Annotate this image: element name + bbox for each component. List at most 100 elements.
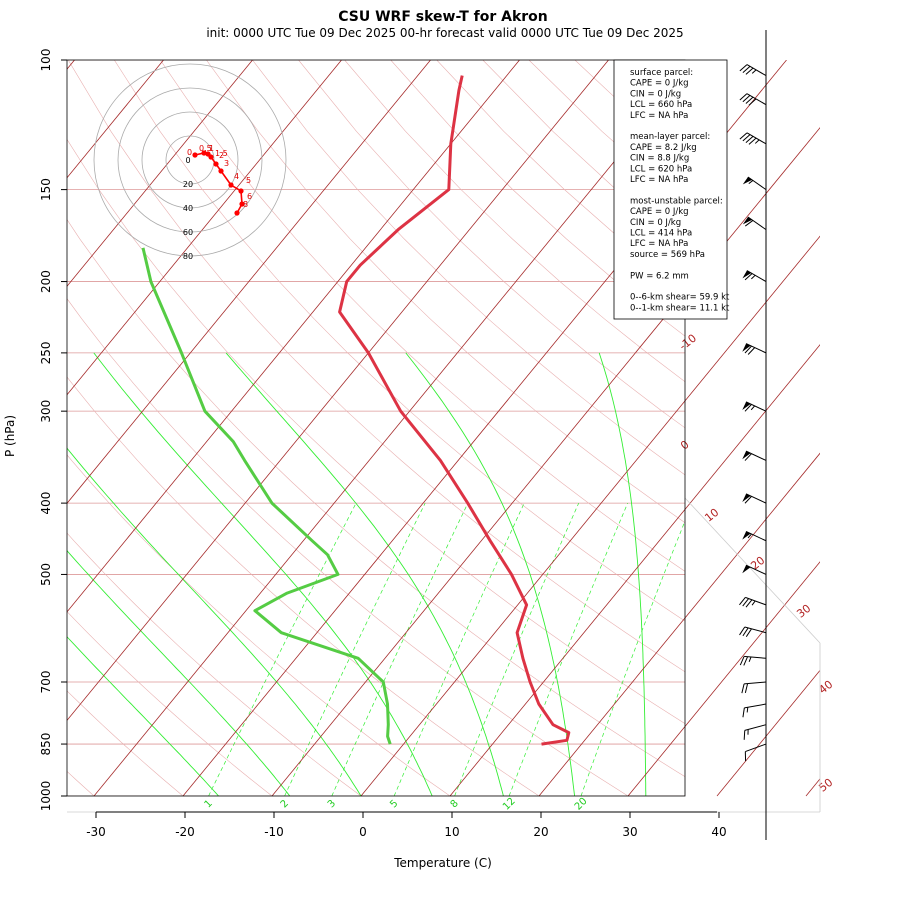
- hodograph-point: [208, 154, 213, 159]
- barb-half: [751, 406, 754, 410]
- isotherm-line: [5, 60, 609, 796]
- dry-adiabat: [114, 60, 900, 796]
- info-line: LCL = 620 hPa: [630, 164, 692, 174]
- x-tick-label: 20: [533, 825, 548, 839]
- isotherm-line: [272, 60, 876, 796]
- hodograph-point: [192, 152, 197, 157]
- y-tick-label: 300: [39, 400, 53, 423]
- isotherm-label: 20: [748, 554, 767, 573]
- info-line: mean-layer parcel:: [630, 132, 710, 142]
- x-tick-label: 10: [444, 825, 459, 839]
- info-line: CIN = 0 J/kg: [630, 89, 681, 99]
- isotherm-label: 50: [816, 776, 835, 795]
- info-line: LCL = 660 hPa: [630, 100, 692, 110]
- barb-half: [747, 707, 748, 712]
- mixing-ratio-line: [332, 503, 468, 796]
- barb-half: [749, 657, 751, 662]
- hodograph-ring-label: 20: [183, 180, 193, 189]
- wind-barb: [743, 177, 766, 190]
- y-tick-label: 150: [39, 178, 53, 201]
- hodograph-point: [213, 161, 218, 166]
- hodograph-ring-label: 40: [183, 204, 193, 213]
- mixing-ratio-label: 3: [326, 798, 338, 810]
- hodograph-point: [238, 188, 243, 193]
- hodograph-point-label: 0: [187, 148, 192, 157]
- plot-frame: [67, 60, 685, 796]
- chart-subtitle: init: 0000 UTC Tue 09 Dec 2025 00-hr for…: [206, 26, 683, 40]
- info-line: CAPE = 0 J/kg: [630, 207, 689, 217]
- wind-barb: [743, 704, 766, 717]
- hodograph-point-label: 1: [209, 144, 214, 153]
- wind-barb: [740, 656, 766, 665]
- hodograph-point: [218, 168, 223, 173]
- x-tick-label: -20: [175, 825, 195, 839]
- barb-half: [751, 275, 755, 279]
- wind-barb: [742, 682, 766, 693]
- isotherm-label: 40: [816, 678, 835, 697]
- mixing-ratio-label: 5: [388, 798, 400, 810]
- wind-barbs: [739, 30, 766, 840]
- dewpoint-profile: [143, 248, 390, 744]
- dry-adiabat: [713, 60, 900, 796]
- dry-adiabat: [299, 60, 900, 796]
- mixing-ratio-label: 12: [501, 796, 518, 813]
- hodograph-trace: [195, 153, 242, 213]
- x-tick-label: 0: [359, 825, 367, 839]
- barb-half: [752, 601, 755, 605]
- y-tick-label: 100: [39, 49, 53, 72]
- mixing-ratio-label: 20: [573, 796, 590, 813]
- isotherm-label: 30: [794, 602, 813, 621]
- isotherm-label: -10: [677, 332, 699, 353]
- isotherm-label: 10: [702, 506, 721, 525]
- hodograph-ring-label: 80: [183, 252, 193, 261]
- barb-full: [743, 708, 744, 717]
- isotherm-line: [717, 60, 900, 796]
- isotherm-line: [0, 60, 431, 796]
- info-line: 0--6-km shear= 59.9 kt: [630, 293, 730, 303]
- isotherm-line: [0, 60, 164, 796]
- y-tick-label: 850: [39, 733, 53, 756]
- info-line: CAPE = 8.2 J/kg: [630, 143, 697, 153]
- y-tick-label: 500: [39, 563, 53, 586]
- info-line: PW = 6.2 mm: [630, 271, 689, 281]
- hodograph-ring-label: 60: [183, 228, 193, 237]
- sounding-profiles: [143, 76, 569, 745]
- hodograph-point: [228, 182, 233, 187]
- dry-adiabat: [0, 60, 717, 796]
- mixing-ratio-line: [285, 503, 426, 796]
- info-line: surface parcel:: [630, 68, 693, 78]
- barb-shaft: [745, 744, 766, 752]
- y-tick-label: 1000: [39, 781, 53, 812]
- barb-full: [740, 656, 744, 665]
- dry-adiabat: [0, 60, 183, 796]
- wind-barb: [742, 451, 766, 460]
- mixing-ratio-label: 1: [203, 798, 215, 810]
- wind-barb: [742, 494, 766, 503]
- chart-title: CSU WRF skew-T for Akron: [338, 9, 548, 25]
- barb-full: [745, 684, 747, 693]
- wind-barb: [740, 94, 766, 106]
- info-line: source = 569 hPa: [630, 250, 705, 260]
- wind-barb: [740, 133, 766, 145]
- y-tick-label: 400: [39, 492, 53, 515]
- barb-half: [752, 70, 756, 74]
- wind-barb: [742, 402, 766, 411]
- barb-full: [744, 730, 745, 739]
- dry-adiabat: [253, 60, 900, 796]
- info-line: CIN = 8.8 J/kg: [630, 154, 689, 164]
- wind-barb: [742, 344, 766, 355]
- isotherm-line: [94, 60, 698, 796]
- wind-barb: [740, 627, 766, 637]
- y-tick-label: 200: [39, 270, 53, 293]
- dry-adiabat: [68, 60, 895, 796]
- hodograph-point-label: 8: [243, 200, 248, 209]
- info-line: LCL = 414 hPa: [630, 229, 692, 239]
- barb-full: [744, 657, 748, 666]
- wind-barb: [742, 531, 766, 540]
- hodograph-point-label: 4: [234, 172, 239, 181]
- mixing-ratio-label: 8: [449, 798, 461, 810]
- info-line: CIN = 0 J/kg: [630, 218, 681, 228]
